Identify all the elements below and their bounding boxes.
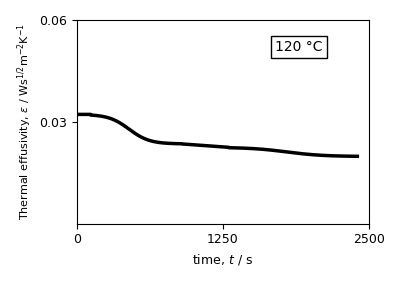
Text: 120 °C: 120 °C	[275, 40, 323, 54]
X-axis label: time, $t$ / s: time, $t$ / s	[192, 252, 254, 267]
Y-axis label: Thermal effusivity, $\varepsilon$ / Ws$^{1/2}$m$^{-2}$K$^{-1}$: Thermal effusivity, $\varepsilon$ / Ws$^…	[15, 23, 34, 220]
